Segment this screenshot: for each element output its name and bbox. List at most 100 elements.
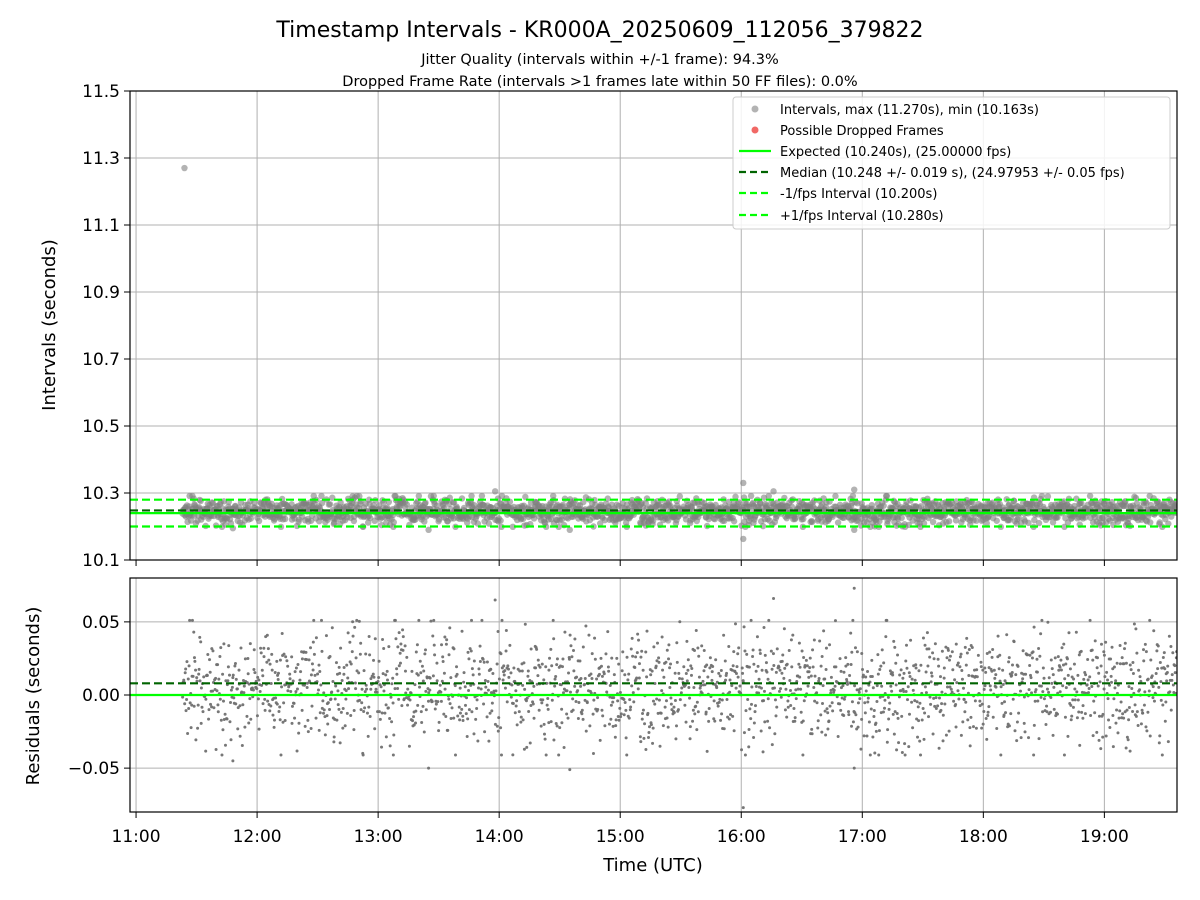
residuals-point xyxy=(299,670,303,674)
residuals-point xyxy=(334,684,338,688)
residuals-point xyxy=(660,689,664,693)
residuals-point xyxy=(626,678,630,682)
residuals-point xyxy=(567,671,571,675)
residuals-point xyxy=(1127,718,1131,722)
residuals-point xyxy=(612,696,616,700)
residuals-point xyxy=(685,679,689,683)
residuals-point xyxy=(1013,729,1017,733)
residuals-point xyxy=(788,679,792,683)
residuals-point xyxy=(216,703,220,707)
residuals-point xyxy=(605,690,609,694)
residuals-point xyxy=(656,641,660,645)
residuals-point xyxy=(591,751,595,755)
residuals-point xyxy=(903,753,907,757)
residuals-point xyxy=(879,664,883,668)
residuals-point xyxy=(504,649,508,653)
residuals-point xyxy=(698,686,702,690)
residuals-point xyxy=(1001,668,1005,672)
residuals-point xyxy=(1010,673,1014,677)
residuals-point xyxy=(583,677,587,681)
residuals-point xyxy=(387,645,391,649)
legend-entry-label: +1/fps Interval (10.280s) xyxy=(780,209,944,224)
residuals-point xyxy=(233,664,237,668)
residuals-point xyxy=(1154,671,1158,675)
intervals-point xyxy=(485,520,493,527)
residuals-point xyxy=(445,638,449,642)
residuals-point xyxy=(1110,645,1114,649)
residuals-point xyxy=(753,704,757,708)
residuals-point xyxy=(219,646,223,650)
residuals-point xyxy=(465,696,469,700)
residuals-point xyxy=(689,664,693,668)
residuals-point xyxy=(221,672,225,676)
intervals-point xyxy=(307,517,315,524)
residuals-point xyxy=(1071,698,1075,702)
residuals-point xyxy=(535,682,539,686)
intervals-point xyxy=(591,496,598,504)
residuals-point xyxy=(606,665,610,669)
residuals-point xyxy=(192,630,196,634)
residuals-point xyxy=(1097,714,1101,718)
residuals-point xyxy=(438,683,442,687)
y-tick-label: 0.00 xyxy=(82,686,120,706)
residuals-point xyxy=(766,677,770,681)
residuals-point xyxy=(960,677,964,681)
residuals-point xyxy=(719,718,723,722)
residuals-point xyxy=(324,634,328,638)
residuals-point xyxy=(790,665,794,669)
residuals-point xyxy=(254,679,258,683)
residuals-point xyxy=(520,669,524,673)
residuals-point xyxy=(395,667,399,671)
residuals-point xyxy=(328,655,332,659)
residuals-point xyxy=(204,749,208,753)
residuals-point xyxy=(247,682,251,686)
residuals-point xyxy=(481,657,485,661)
intervals-plot: 10.110.310.510.710.911.111.311.5 xyxy=(82,82,1178,571)
residuals-point xyxy=(668,666,672,670)
residuals-point xyxy=(900,714,904,718)
residuals-point xyxy=(218,654,222,658)
residuals-point xyxy=(342,672,346,676)
residuals-point xyxy=(705,663,709,667)
residuals-point xyxy=(642,736,646,740)
x-tick-label: 18:00 xyxy=(959,827,1008,847)
residuals-point xyxy=(941,739,945,743)
residuals-point xyxy=(758,648,762,652)
residuals-point xyxy=(536,658,540,662)
residuals-point xyxy=(471,673,475,677)
residuals-point xyxy=(1075,690,1079,694)
residuals-point xyxy=(813,674,817,678)
residuals-point xyxy=(369,687,373,691)
residuals-point xyxy=(365,711,369,715)
residuals-point xyxy=(513,711,517,715)
residuals-point xyxy=(221,728,225,732)
residuals-point xyxy=(1149,658,1153,662)
residuals-point xyxy=(424,689,428,693)
residuals-point xyxy=(399,642,403,646)
residuals-point xyxy=(625,753,629,757)
residuals-point xyxy=(486,680,490,684)
residuals-point xyxy=(932,657,936,661)
residuals-point xyxy=(1087,687,1091,691)
residuals-point xyxy=(256,675,260,679)
residuals-point xyxy=(242,691,246,695)
residuals-point xyxy=(861,667,865,671)
residuals-point xyxy=(1035,657,1039,661)
intervals-point xyxy=(530,515,538,522)
legend-entry-label: -1/fps Interval (10.200s) xyxy=(780,187,937,202)
intervals-point xyxy=(676,493,684,500)
residuals-point xyxy=(210,705,214,709)
residuals-point xyxy=(192,656,196,660)
residuals-point xyxy=(829,675,833,679)
residuals-point xyxy=(587,633,591,637)
residuals-point xyxy=(540,662,544,666)
residuals-point xyxy=(499,652,503,656)
residuals-point xyxy=(337,665,341,669)
residuals-point xyxy=(990,655,994,659)
residuals-point xyxy=(1040,618,1044,622)
residuals-point xyxy=(1063,677,1067,681)
residuals-point xyxy=(779,695,783,699)
residuals-point xyxy=(555,724,559,728)
residuals-point xyxy=(449,716,453,720)
residuals-point xyxy=(686,668,690,672)
